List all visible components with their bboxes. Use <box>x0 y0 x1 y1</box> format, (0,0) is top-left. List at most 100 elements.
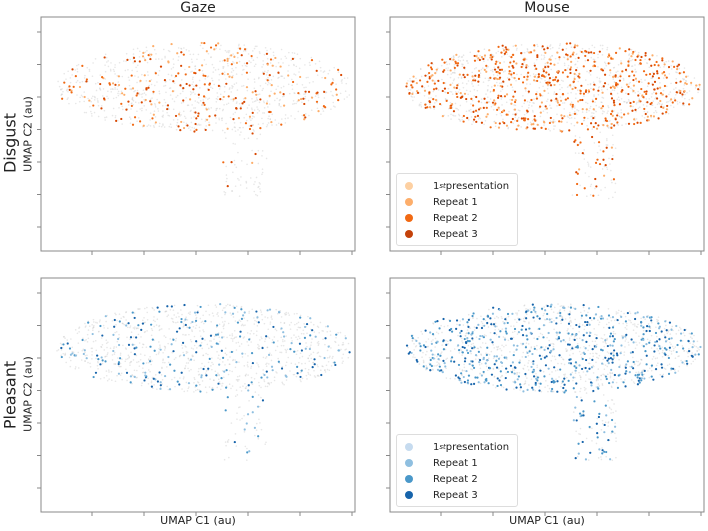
background-point <box>191 78 194 81</box>
background-point <box>576 337 578 340</box>
background-point <box>462 54 465 57</box>
data-point <box>582 303 585 307</box>
background-point <box>83 91 86 93</box>
background-point <box>242 97 245 100</box>
data-point <box>670 337 673 340</box>
data-point <box>179 84 182 87</box>
background-point <box>115 96 118 99</box>
background-point <box>652 91 655 94</box>
background-point <box>128 356 131 358</box>
background-point <box>229 304 231 306</box>
background-point <box>312 323 315 326</box>
background-point <box>493 376 496 378</box>
background-point <box>76 64 78 67</box>
background-point <box>310 357 313 360</box>
data-point <box>271 64 274 67</box>
data-point <box>695 84 698 87</box>
background-point <box>332 79 335 82</box>
background-point <box>155 58 157 60</box>
background-point <box>164 84 167 87</box>
background-point <box>513 330 516 333</box>
background-point <box>583 119 585 122</box>
background-point <box>612 332 615 335</box>
data-point <box>663 347 667 350</box>
data-point <box>611 381 614 384</box>
data-point <box>152 377 155 380</box>
data-point <box>235 61 239 64</box>
background-point <box>612 66 615 69</box>
background-point <box>84 322 86 325</box>
background-point <box>252 332 255 335</box>
data-point <box>303 325 307 329</box>
background-point <box>407 80 409 82</box>
background-point <box>228 363 231 365</box>
background-point <box>232 74 234 77</box>
data-point <box>117 343 121 347</box>
data-point <box>311 366 314 369</box>
background-point <box>182 101 185 104</box>
data-point <box>274 56 277 60</box>
background-point <box>223 323 225 326</box>
data-point <box>569 68 572 71</box>
background-point <box>278 99 281 102</box>
background-point <box>196 381 199 383</box>
background-point <box>116 319 118 322</box>
background-point <box>193 116 195 118</box>
background-point <box>241 323 244 326</box>
data-point <box>609 112 613 116</box>
data-point <box>219 98 222 101</box>
data-point <box>72 85 75 88</box>
background-point <box>210 365 212 367</box>
background-point <box>279 351 281 354</box>
background-point <box>141 93 144 95</box>
data-point <box>630 365 633 368</box>
background-point <box>551 355 554 357</box>
background-point <box>248 117 251 120</box>
background-point <box>491 70 494 73</box>
data-point <box>515 348 518 351</box>
background-point <box>284 122 287 124</box>
background-point <box>245 119 248 122</box>
data-point <box>539 111 542 114</box>
background-point <box>493 120 495 123</box>
background-point <box>682 332 685 334</box>
data-point <box>663 74 667 77</box>
background-point <box>59 342 62 345</box>
background-point <box>147 74 149 76</box>
background-point <box>216 98 219 101</box>
data-point <box>573 112 577 115</box>
data-point <box>203 83 206 86</box>
background-point <box>495 52 498 54</box>
background-point <box>654 357 657 360</box>
background-point <box>167 342 169 345</box>
data-point <box>140 101 143 104</box>
data-point <box>125 108 128 111</box>
data-point <box>612 354 615 357</box>
background-point <box>234 130 237 132</box>
data-point <box>299 375 302 379</box>
data-point <box>593 51 596 55</box>
background-point <box>638 101 640 104</box>
data-point <box>135 94 138 97</box>
background-point <box>573 124 576 127</box>
background-point <box>289 370 291 372</box>
background-point <box>68 356 71 359</box>
background-point <box>653 111 655 114</box>
data-point <box>587 51 590 54</box>
background-point <box>168 108 170 110</box>
background-point <box>263 107 266 109</box>
data-point <box>614 74 617 77</box>
data-point <box>578 76 581 79</box>
background-point <box>510 76 513 78</box>
background-point <box>471 83 473 85</box>
background-point <box>183 320 186 322</box>
background-point <box>103 349 106 351</box>
data-point <box>474 74 477 77</box>
data-point <box>656 70 659 73</box>
background-point <box>433 80 436 82</box>
background-point <box>639 372 642 374</box>
background-point <box>258 347 261 350</box>
background-point <box>470 343 473 346</box>
data-point <box>267 353 271 357</box>
data-point <box>501 44 504 47</box>
